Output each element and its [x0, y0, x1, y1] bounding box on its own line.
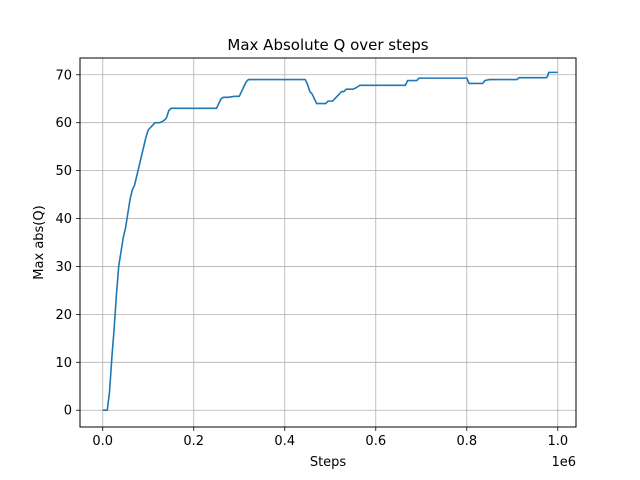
chart-title: Max Absolute Q over steps [227, 36, 428, 54]
grid-lines [80, 58, 576, 427]
plot-frame [79, 57, 577, 428]
y-tick-label: 10 [55, 356, 72, 371]
axis-ticks: 0.0 0.2 0.4 0.6 0.8 1.0 0 10 20 30 40 50 60 70 [55, 68, 568, 449]
y-tick-label: 60 [55, 116, 72, 131]
y-tick-label: 0 [64, 404, 72, 419]
x-axis-offset-label: 1e6 [551, 455, 576, 470]
x-tick-label: 0.6 [365, 434, 386, 449]
y-axis-label: Max abs(Q) [32, 205, 47, 279]
y-tick-label: 30 [55, 260, 72, 275]
x-tick-label: 0.0 [92, 434, 113, 449]
x-tick-label: 0.4 [274, 434, 295, 449]
series-line-0 [102, 71, 558, 412]
y-tick-label: 50 [55, 164, 72, 179]
x-axis-label: Steps [310, 455, 347, 470]
y-tick-label: 20 [55, 308, 72, 323]
x-tick-label: 0.8 [456, 434, 477, 449]
y-tick-label: 40 [55, 212, 72, 227]
series-layer [102, 71, 558, 412]
x-tick-label: 0.2 [183, 434, 204, 449]
y-tick-label: 70 [55, 68, 72, 83]
x-tick-label: 1.0 [547, 434, 568, 449]
